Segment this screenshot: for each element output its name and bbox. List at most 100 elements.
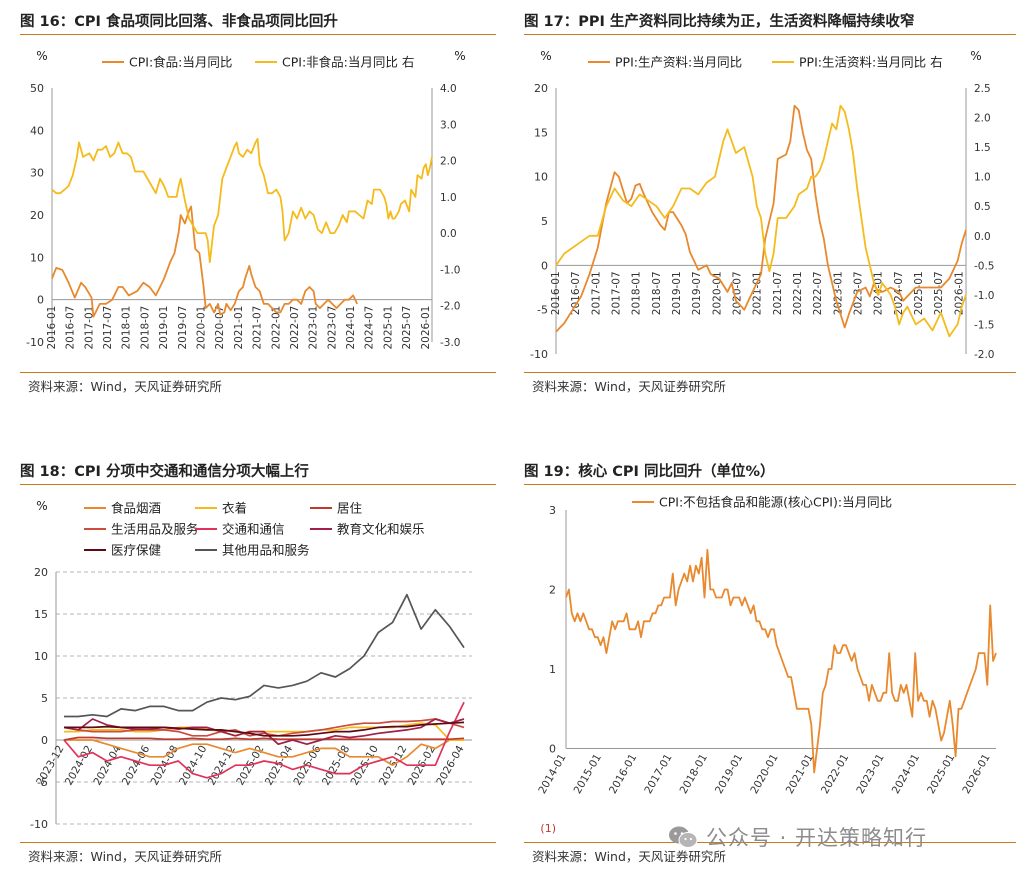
y2-tick-7: 1.5: [974, 142, 991, 154]
x-tick-3: 2017-01: [642, 752, 674, 796]
x-tick-9: 2023-01: [854, 752, 886, 796]
y-tick-4: 10: [534, 171, 548, 184]
c17-x-tick-14: 2023-01: [832, 271, 844, 315]
y2-tick-0: -2.0: [974, 349, 995, 361]
y-tick-2: 10: [30, 251, 44, 264]
wechat-icon: [669, 826, 698, 848]
x-tick-11: 2025-01: [925, 752, 957, 796]
c17-x-tick-8: 2020-01: [711, 271, 723, 315]
c17-x-tick-10: 2021-01: [752, 271, 764, 315]
legend-label-0: CPI:不包括食品和能源(核心CPI):当月同比: [659, 495, 892, 510]
source-rule: [524, 842, 1016, 843]
y2-tick-3: 0.0: [440, 228, 457, 240]
x-tick-10: 2024-01: [890, 752, 922, 796]
right-axis-unit: %: [970, 49, 981, 63]
y-tick-6: 20: [34, 566, 48, 579]
figure-18: 图 18：CPI 分项中交通和通信分项大幅上行 % 食品烟酒 衣着 居住 生活用品及服务…: [20, 460, 496, 870]
source-rule: [524, 372, 1016, 373]
series-line-4: [63, 701, 465, 779]
y-tick-0: -10: [30, 818, 48, 831]
series-line-2: [63, 736, 465, 741]
c16-x-tick-7: 2019-07: [177, 306, 189, 350]
y-tick-1: 0: [549, 743, 556, 756]
series-line-1: [555, 104, 967, 338]
y-tick-5: 15: [34, 608, 48, 621]
legend-label-3: 生活用品及服务: [111, 522, 199, 537]
legend-label-0: PPI:生产资料:当月同比: [615, 55, 742, 70]
watermark: 公众号 · 开达策略知行: [668, 822, 927, 852]
c16-x-tick-1: 2016-07: [65, 306, 77, 350]
y-tick-1: -5: [37, 776, 48, 789]
y-tick-3: 2: [549, 584, 556, 597]
figure-18-title: 图 18：CPI 分项中交通和通信分项大幅上行: [20, 464, 309, 480]
series-line-1: [51, 137, 433, 264]
y2-tick-0: -3.0: [440, 337, 461, 349]
y-tick-4: 10: [34, 650, 48, 663]
axis-unit: %: [36, 499, 47, 513]
y2-tick-4: 0.0: [974, 231, 991, 243]
legend-label-2: 居住: [337, 501, 363, 516]
y-tick-1: -5: [537, 304, 548, 317]
y-tick-3: 20: [30, 209, 44, 222]
legend-label-6: 医疗保健: [111, 543, 162, 558]
y2-tick-3: -0.5: [974, 260, 995, 272]
figure-17: 图 17：PPI 生产资料同比持续为正，生活资料降幅持续收窄 %% PPI:生产资…: [524, 10, 1016, 400]
c17-x-tick-20: 2026-01: [953, 271, 965, 315]
c17-x-tick-15: 2023-07: [852, 271, 864, 315]
figure-17-source: 资料来源：Wind，天风证券研究所: [532, 379, 726, 394]
x-tick-14: 2026-04: [434, 743, 466, 787]
c17-x-tick-1: 2016-07: [570, 271, 582, 315]
x-tick-6: 2024-12: [206, 744, 238, 788]
c16-x-tick-5: 2018-07: [139, 306, 151, 350]
y2-tick-7: 4.0: [440, 83, 457, 95]
c16-x-tick-9: 2020-07: [214, 306, 226, 350]
c16-x-tick-10: 2021-01: [233, 306, 245, 350]
c16-x-tick-0: 2016-01: [46, 306, 58, 350]
y-tick-0: -10: [530, 348, 548, 361]
title-rule: [524, 34, 1016, 35]
y-tick-6: 20: [534, 82, 548, 95]
chart-16: % % CPI:食品:当月同比 CPI:非食品:当月同比 右 -10 0 10 20 30 40 5…: [26, 49, 466, 350]
figure-16-title: 图 16：CPI 食品项同比回落、非食品项同比回升: [20, 14, 338, 30]
series-line-0: [565, 548, 997, 774]
x-tick-7: 2021-01: [784, 752, 816, 796]
x-tick-12: 2026-01: [960, 752, 992, 796]
c16-x-tick-13: 2022-07: [289, 306, 301, 350]
y2-tick-9: 2.5: [974, 83, 991, 95]
y2-tick-6: 1.0: [974, 172, 991, 184]
c17-x-tick-6: 2019-01: [671, 271, 683, 315]
figure-17-title: 图 17：PPI 生产资料同比持续为正，生活资料降幅持续收窄: [524, 14, 915, 30]
y2-tick-2: -1.0: [974, 290, 995, 302]
series-line-7: [64, 593, 465, 718]
figure-19: 图 19：核心 CPI 同比回升（单位%） CPI:不包括食品和能源(核心CPI…: [524, 460, 1016, 870]
c16-x-tick-8: 2020-01: [196, 306, 208, 350]
c17-x-tick-19: 2025-07: [933, 271, 945, 315]
y-tick-5: 40: [30, 124, 44, 137]
c16-x-tick-2: 2017-01: [83, 306, 95, 350]
source-rule: [20, 842, 496, 843]
x-tick-0: 2014-01: [536, 752, 568, 796]
y2-tick-5: 2.0: [440, 156, 457, 168]
y-tick-1: 0: [37, 294, 44, 307]
y2-tick-1: -2.0: [440, 301, 461, 313]
x-tick-8: 2025-04: [263, 743, 295, 787]
y2-tick-8: 2.0: [974, 113, 991, 125]
x-tick-4: 2018-01: [678, 752, 710, 796]
legend-label-1: PPI:生活资料:当月同比 右: [799, 55, 943, 70]
c16-x-tick-15: 2023-07: [326, 306, 338, 350]
c17-x-tick-11: 2021-07: [772, 271, 784, 315]
c17-x-tick-4: 2018-01: [631, 271, 643, 315]
c16-x-tick-17: 2024-07: [364, 306, 376, 350]
x-tick-1: 2024-02: [63, 744, 95, 788]
c16-x-tick-4: 2018-01: [121, 306, 133, 350]
y-tick-2: 1: [549, 663, 556, 676]
left-axis-unit: %: [36, 49, 47, 63]
y2-tick-2: -1.0: [440, 264, 461, 276]
watermark-text: 公众号 · 开达策略知行: [706, 826, 928, 850]
x-tick-2: 2024-04: [91, 743, 123, 787]
series-line-0: [64, 739, 464, 767]
legend-label-7: 其他用品和服务: [222, 543, 310, 558]
figure-19-title: 图 19：核心 CPI 同比回升（单位%）: [524, 464, 775, 480]
legend-label-5: 教育文化和娱乐: [337, 522, 425, 537]
